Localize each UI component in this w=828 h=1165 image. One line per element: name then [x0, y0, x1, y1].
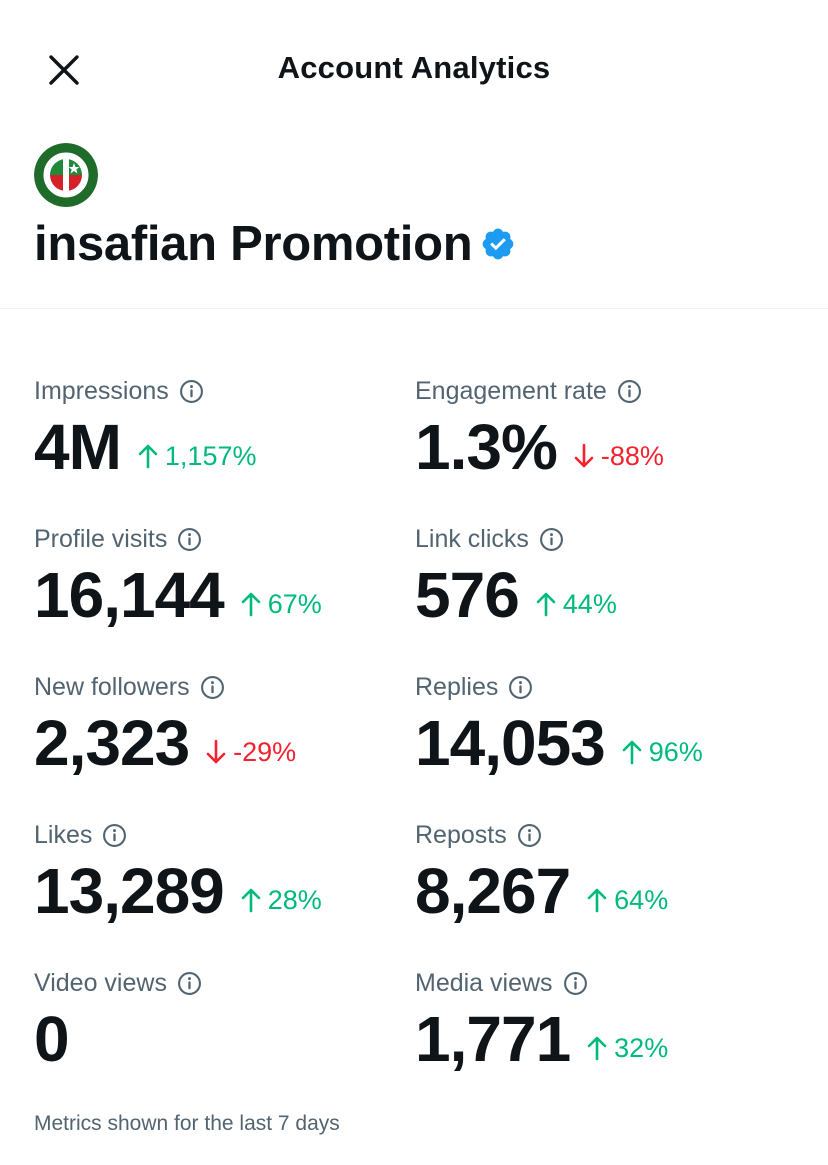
- metric-card: Impressions 4M 1,157%: [34, 374, 414, 483]
- arrow-up-icon: [622, 740, 642, 765]
- info-icon[interactable]: [177, 527, 202, 552]
- metric-label-row: Likes: [34, 818, 414, 852]
- arrow-down-icon: [206, 739, 226, 764]
- metric-label: Media views: [415, 968, 553, 997]
- metric-value-row: 14,053 96%: [415, 708, 795, 778]
- metric-label-row: Reposts: [415, 818, 795, 852]
- metric-value-row: 13,289 28%: [34, 856, 414, 926]
- divider: [0, 308, 828, 309]
- account-name: insafian Promotion: [34, 217, 473, 271]
- verified-badge-icon: [482, 228, 514, 260]
- metric-value-row: 8,267 64%: [415, 856, 795, 926]
- metric-value-row: 16,144 67%: [34, 560, 414, 630]
- metric-label: Likes: [34, 820, 93, 849]
- metric-card: New followers 2,323 -29%: [34, 670, 414, 779]
- metric-card: Profile visits 16,144 67%: [34, 522, 414, 631]
- metric-label: New followers: [34, 672, 190, 701]
- metric-change: 1,157%: [137, 440, 257, 472]
- metric-label-row: Link clicks: [415, 522, 795, 556]
- info-icon[interactable]: [177, 971, 202, 996]
- account-header: insafian Promotion: [34, 212, 516, 276]
- metric-card: Link clicks 576 44%: [415, 522, 795, 631]
- metric-value: 2,323: [34, 707, 190, 779]
- metric-change-value: 28%: [267, 884, 322, 915]
- metric-label-row: Replies: [415, 670, 795, 704]
- metric-card: Video views 0: [34, 966, 414, 1074]
- metric-value: 13,289: [34, 855, 225, 927]
- metric-change-value: 44%: [562, 588, 617, 619]
- metric-card: Replies 14,053 96%: [415, 670, 795, 779]
- metric-label: Replies: [415, 672, 499, 701]
- info-icon[interactable]: [200, 675, 225, 700]
- close-button[interactable]: [40, 46, 88, 94]
- metric-label: Video views: [34, 968, 167, 997]
- metric-label-row: Profile visits: [34, 522, 414, 556]
- info-icon[interactable]: [617, 379, 642, 404]
- info-icon[interactable]: [563, 971, 588, 996]
- metric-value: 4M: [34, 411, 122, 483]
- metric-value: 0: [34, 1003, 70, 1075]
- metric-change: 44%: [535, 589, 617, 620]
- arrow-up-icon: [587, 1036, 607, 1061]
- metric-card: Engagement rate 1.3% -88%: [415, 374, 795, 483]
- metric-change: 67%: [240, 589, 322, 620]
- metric-change-value: 67%: [267, 588, 322, 619]
- metric-value: 576: [415, 559, 520, 631]
- metric-label-row: New followers: [34, 670, 414, 704]
- metric-change: -88%: [573, 441, 664, 472]
- metric-label-row: Engagement rate: [415, 374, 795, 408]
- metric-change-value: 32%: [614, 1032, 669, 1063]
- metric-value-row: 1,771 32%: [415, 1004, 795, 1074]
- metric-label: Impressions: [34, 376, 169, 405]
- metric-label: Link clicks: [415, 524, 529, 553]
- metric-value: 14,053: [415, 707, 606, 779]
- metric-change-value: 96%: [648, 736, 703, 767]
- arrow-up-icon: [241, 888, 261, 913]
- metric-value-row: 0: [34, 1004, 414, 1074]
- arrow-up-icon: [587, 888, 607, 913]
- metric-label-row: Impressions: [34, 374, 414, 408]
- metric-value: 1,771: [415, 1003, 571, 1075]
- metric-change: 96%: [621, 737, 703, 768]
- arrow-up-icon: [536, 592, 556, 617]
- metric-value-row: 2,323 -29%: [34, 708, 414, 778]
- metric-card: Likes 13,289 28%: [34, 818, 414, 927]
- metric-change: 64%: [586, 885, 668, 916]
- info-icon[interactable]: [517, 823, 542, 848]
- metric-value: 8,267: [415, 855, 571, 927]
- metric-change-value: 1,157%: [164, 440, 257, 471]
- metric-label-row: Media views: [415, 966, 795, 1000]
- info-icon[interactable]: [102, 823, 127, 848]
- metric-card: Reposts 8,267 64%: [415, 818, 795, 927]
- arrow-up-icon: [241, 592, 261, 617]
- metric-value-row: 4M 1,157%: [34, 412, 414, 482]
- metric-value: 16,144: [34, 559, 225, 631]
- metric-change: 32%: [586, 1033, 668, 1064]
- metric-change-value: -88%: [600, 440, 664, 471]
- metric-card: Media views 1,771 32%: [415, 966, 795, 1075]
- arrow-up-icon: [138, 444, 158, 469]
- metric-value-row: 1.3% -88%: [415, 412, 795, 482]
- info-icon[interactable]: [508, 675, 533, 700]
- metric-change-value: 64%: [614, 884, 669, 915]
- metric-change-value: -29%: [233, 736, 297, 767]
- page-title: Account Analytics: [277, 50, 551, 85]
- metric-change: -29%: [205, 737, 296, 768]
- close-icon: [49, 55, 79, 85]
- info-icon[interactable]: [179, 379, 204, 404]
- metric-value: 1.3%: [415, 411, 558, 483]
- metric-label: Engagement rate: [415, 376, 607, 405]
- footer-note: Metrics shown for the last 7 days: [34, 1112, 340, 1135]
- info-icon[interactable]: [539, 527, 564, 552]
- metric-change: 28%: [240, 885, 322, 916]
- metric-label: Reposts: [415, 820, 507, 849]
- metric-label: Profile visits: [34, 524, 168, 553]
- metric-value-row: 576 44%: [415, 560, 795, 630]
- arrow-down-icon: [574, 443, 594, 468]
- avatar[interactable]: [34, 143, 98, 207]
- pti-logo-icon: [34, 143, 98, 207]
- metric-label-row: Video views: [34, 966, 414, 1000]
- header: Account Analytics: [0, 0, 828, 138]
